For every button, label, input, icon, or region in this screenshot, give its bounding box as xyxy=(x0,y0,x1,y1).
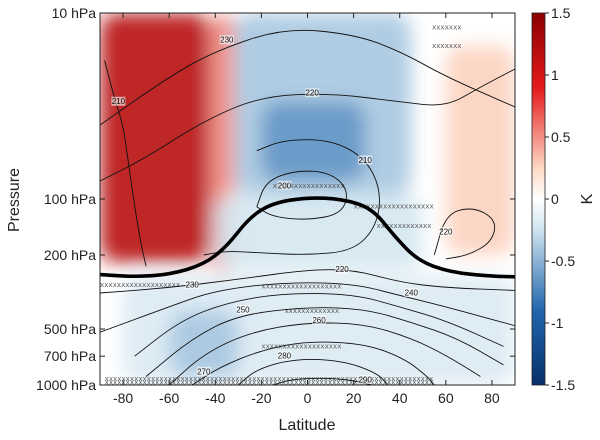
contour-label-bg xyxy=(185,280,200,290)
y-tick-label: 500 hPa xyxy=(44,321,96,337)
x-tick-label: 40 xyxy=(392,390,408,406)
y-tick-label: 200 hPa xyxy=(44,247,96,263)
temperature-contour xyxy=(168,322,481,385)
colorbar-tick-label: 0 xyxy=(551,191,559,207)
contour-label-bg xyxy=(438,226,453,236)
stipple-row: xxxxxxxxxxxxxxxxxxx xyxy=(261,342,341,350)
colorbar-scale xyxy=(531,12,546,386)
contour-label-bg xyxy=(235,304,250,314)
colorbar-ticks: 1.5 1 0.5 0 -0.5 -1 -1.5 xyxy=(545,5,575,393)
temperature-contour xyxy=(100,29,515,126)
tropopause-curve xyxy=(100,196,515,279)
contour-label: 200 xyxy=(278,181,292,190)
contour-label: 210 xyxy=(112,97,126,106)
x-tick-label: 60 xyxy=(438,390,454,406)
colorbar: 1.5 1 0.5 0 -0.5 -1 -1.5 K xyxy=(531,5,596,393)
stipple-row: xxxxxxxxxxxxxxxxxxxxxxxxxxxxxxxxxxxxxxxx… xyxy=(105,379,434,387)
temperature-contour xyxy=(104,60,147,267)
colorbar-tick-label: -1 xyxy=(551,315,564,331)
temperature-contour xyxy=(100,68,515,182)
y-axis-label: Pressure xyxy=(6,168,23,232)
colorbar-tick-label: 1.5 xyxy=(551,5,571,21)
x-tick-label: -40 xyxy=(205,390,225,406)
contour-label: 230 xyxy=(186,281,200,290)
x-tick-label: 0 xyxy=(304,390,312,406)
contour-label: 280 xyxy=(278,352,292,361)
colorbar-tick-label: 0.5 xyxy=(551,129,571,145)
temperature-contour xyxy=(100,282,515,333)
x-axis: -80 -60 -40 -20 0 20 40 60 80 xyxy=(113,13,500,406)
contour-label: 250 xyxy=(236,305,250,314)
colorbar-tick-label: -0.5 xyxy=(551,253,575,269)
contour-label: 220 xyxy=(305,89,319,98)
contour-label-bg xyxy=(277,351,292,361)
contour-label: 210 xyxy=(358,156,372,165)
contour-label-bg xyxy=(358,375,373,385)
anomaly-region xyxy=(261,101,366,181)
contour-label: 220 xyxy=(439,227,453,236)
contour-label-bg xyxy=(404,287,419,297)
contour-label-bg xyxy=(312,315,327,325)
contour-label-bg xyxy=(196,366,211,376)
contour-label-bg xyxy=(305,88,320,98)
stipple-row: xxxxxxxxxxxxxxxxxxxxxxxxxxxxxxxxxxxxxxxx… xyxy=(105,375,434,383)
anomaly-region xyxy=(169,310,239,377)
contour-label: 270 xyxy=(197,367,211,376)
tropopause-line xyxy=(100,196,515,279)
stipple-row: xxxxxxxxxxxxx xyxy=(284,307,339,315)
y-tick-label: 10 hPa xyxy=(52,5,97,21)
stipple-row: xxxxxxxxxxxxxxxxxxx xyxy=(354,203,434,211)
stipple-row: xxxxxxxxxxxxxxxxxxx xyxy=(261,282,341,290)
temperature-contour xyxy=(256,170,347,220)
temperature-contour xyxy=(272,377,373,385)
contour-label: 220 xyxy=(335,265,349,274)
anomaly-region xyxy=(445,45,515,255)
temperature-contour xyxy=(145,307,504,377)
x-tick-label: -20 xyxy=(251,390,271,406)
x-tick-label: -80 xyxy=(113,390,133,406)
contour-label: 230 xyxy=(220,36,234,45)
contour-label-bg xyxy=(219,35,234,45)
x-axis-label: Latitude xyxy=(279,417,336,434)
x-tick-label: 80 xyxy=(484,390,500,406)
temperature-contour xyxy=(134,293,504,357)
colorbar-tick-label: -1.5 xyxy=(551,377,575,393)
stipple-row: xxxxxxx xyxy=(432,42,462,50)
contour-label-bg xyxy=(358,155,373,165)
y-axis: 10 hPa 100 hPa 200 hPa 500 hPa 700 hPa 1000 h… xyxy=(36,5,515,393)
contour-label-bg xyxy=(277,180,292,190)
y-tick-label: 1000 hPa xyxy=(36,377,96,393)
colorbar-tick-label: 1 xyxy=(551,67,559,83)
contour-label: 290 xyxy=(358,376,372,385)
y-tick-label: 700 hPa xyxy=(44,348,96,364)
stipple-row: xxxxxxxxxxxxx xyxy=(377,222,432,230)
stipple-row: xxxxxxxxxxxxxxxxxxx xyxy=(100,281,180,289)
y-tick-label: 100 hPa xyxy=(44,191,96,207)
temperature-contour xyxy=(203,139,380,256)
contour-label-bg xyxy=(335,264,350,274)
contour-label-bg xyxy=(111,96,126,106)
temperature-contour xyxy=(100,269,515,294)
anomaly-region xyxy=(100,13,211,263)
stipple-row: xxxxxxx xyxy=(432,24,462,32)
colorbar-label: K xyxy=(579,193,596,204)
plot-area: xxxxxxxxxxxxxxxxxxxxxxxxxxxxxxxxxxxxxxxx… xyxy=(100,13,515,387)
x-tick-label: 20 xyxy=(346,390,362,406)
contour-label: 260 xyxy=(312,316,326,325)
temperature-contours: 230 220 210 210 200 220 220 230 240 250 260 270 280 2… xyxy=(100,29,515,385)
significance-stippling: xxxxxxxxxxxxxxxxxxxxxxxxxxxxxxxxxxxxxxxx… xyxy=(100,24,462,387)
x-tick-label: -60 xyxy=(159,390,179,406)
stipple-row: xxxxxxxxxxxxxxxxx xyxy=(273,182,345,190)
contour-label: 240 xyxy=(405,288,419,297)
temperature-contour xyxy=(238,358,389,385)
